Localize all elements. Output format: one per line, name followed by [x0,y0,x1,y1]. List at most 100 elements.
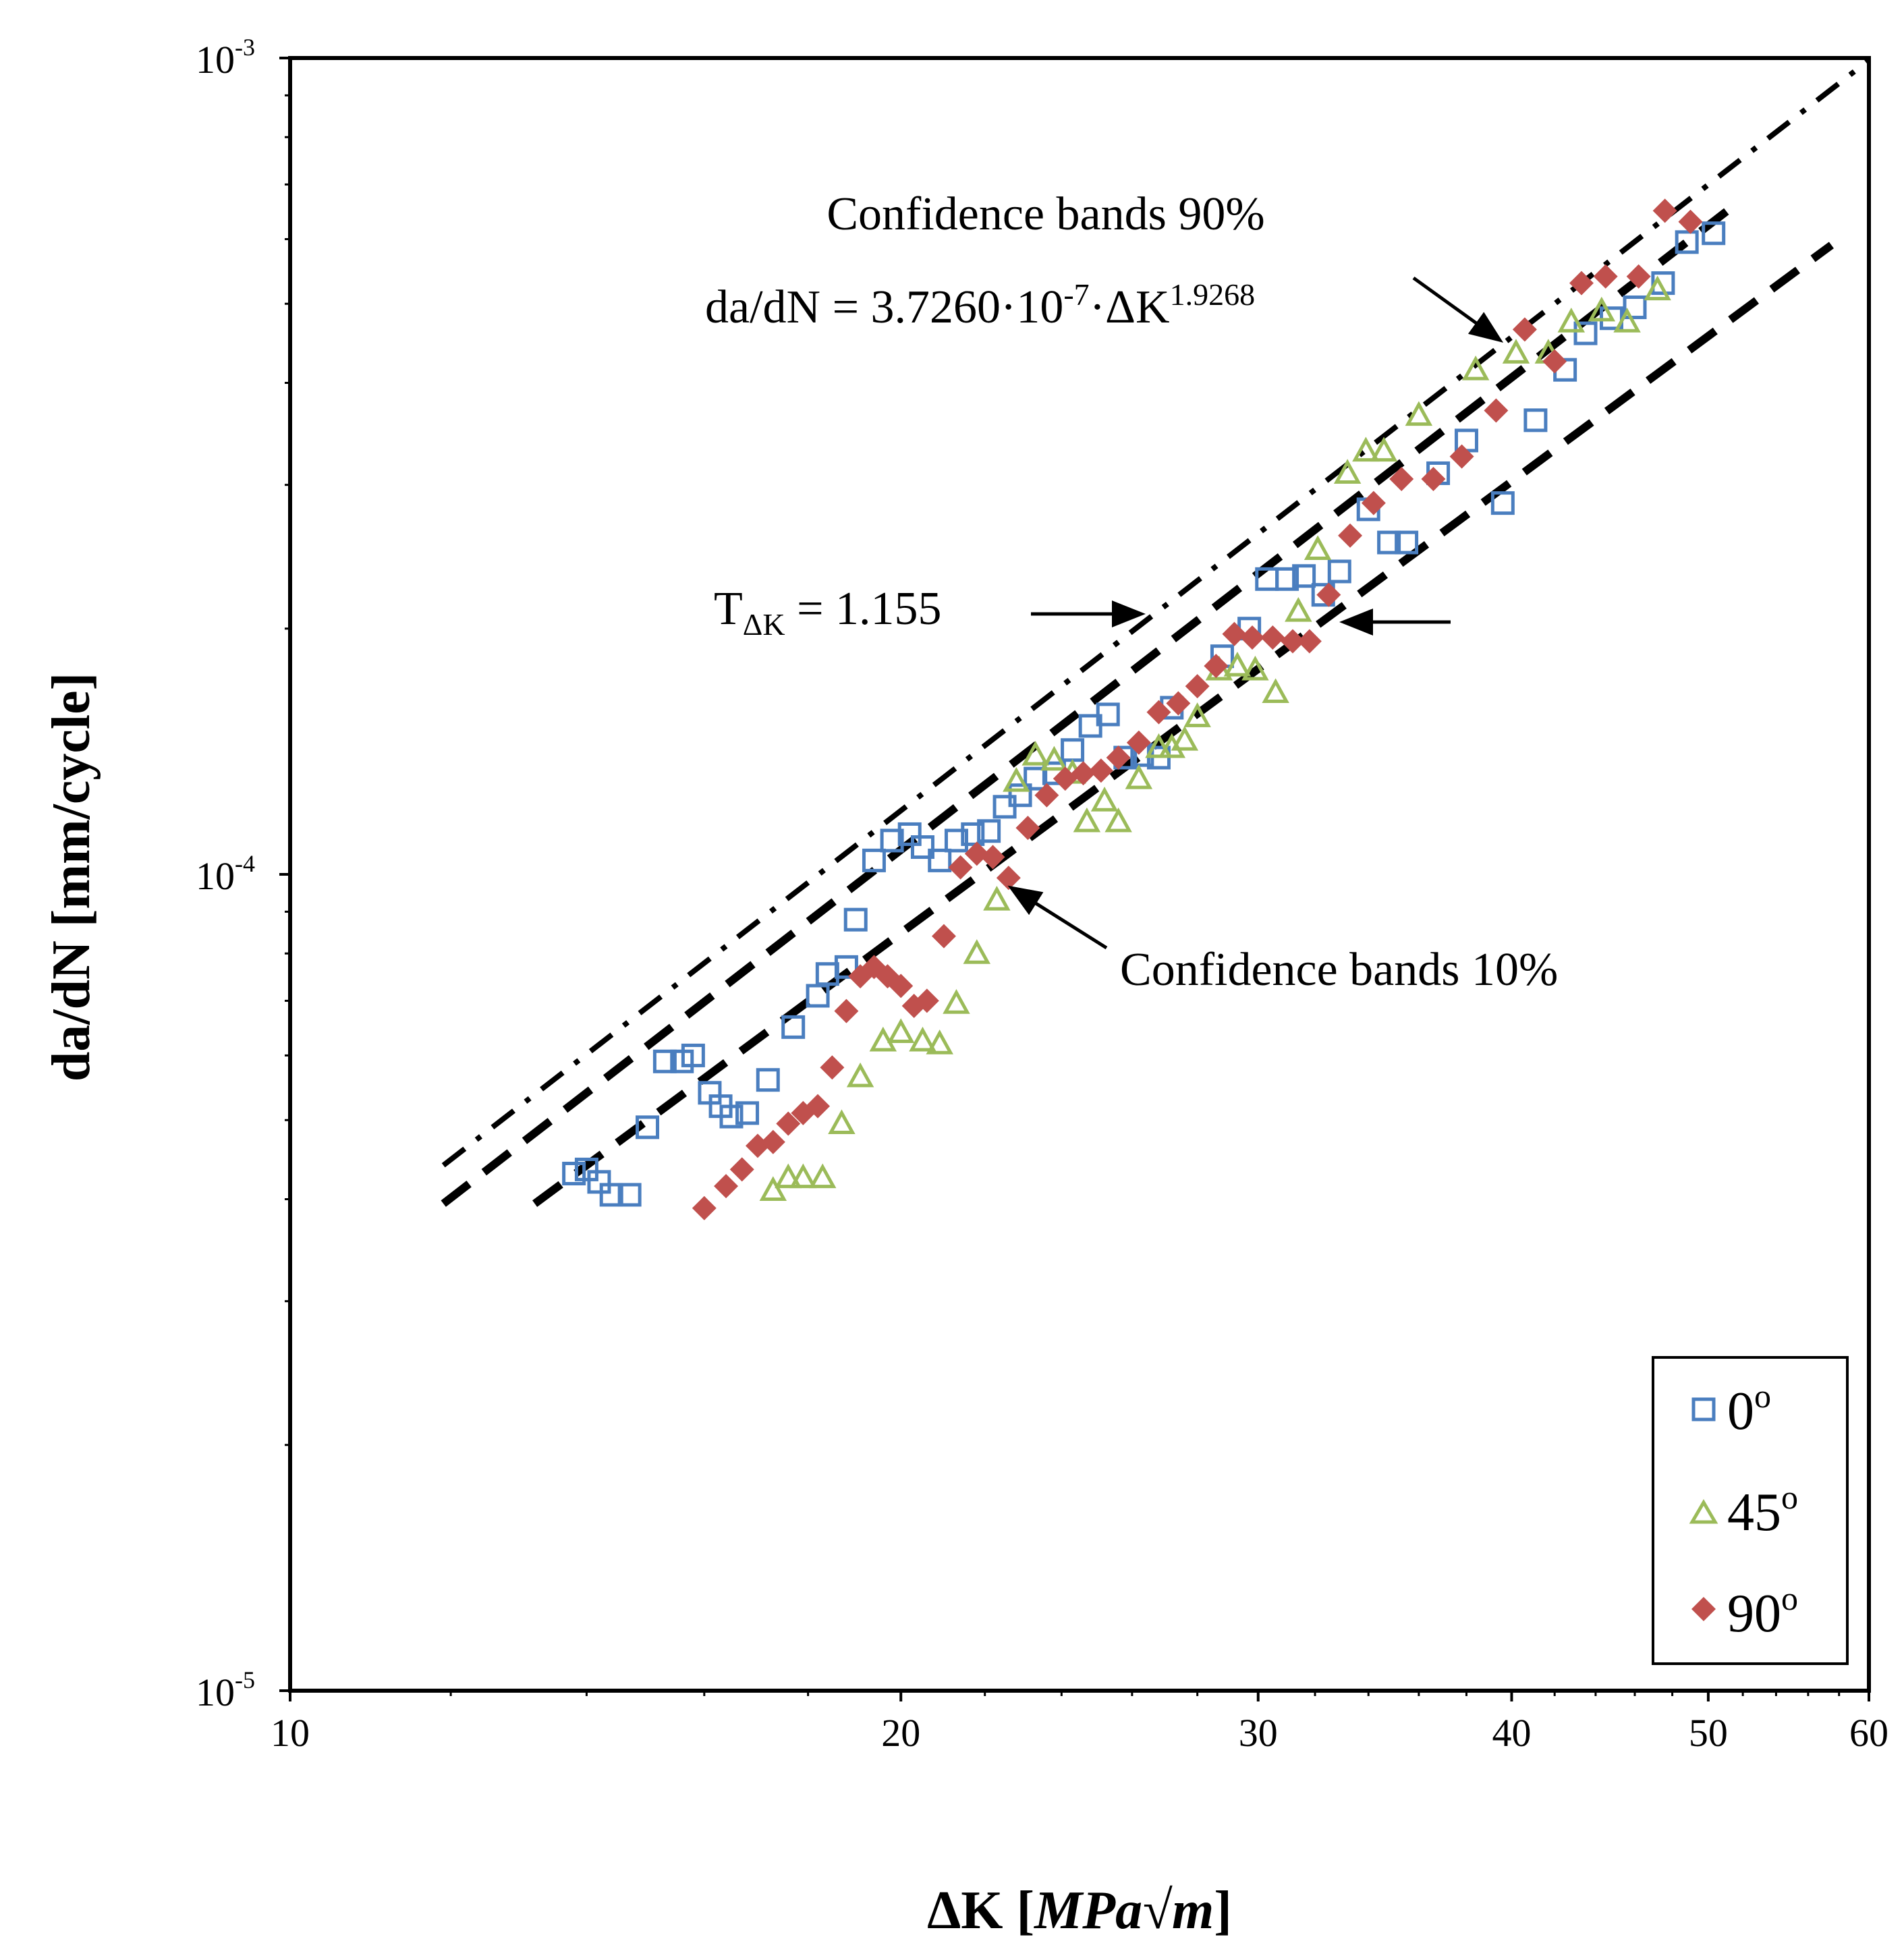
data-point-triangle [1040,745,1068,771]
x-tick-label: 20 [881,1711,920,1755]
band-10-arrow [1007,885,1108,950]
data-point-square [944,828,968,853]
legend-label-45deg: 45o [1727,1478,1798,1542]
data-point-square [735,1101,760,1125]
data-point-triangle [828,1109,856,1135]
data-point-diamond [996,866,1021,891]
data-point-diamond [1338,523,1363,548]
legend-label-0deg: 0o [1727,1377,1771,1441]
data-point-diamond [1449,444,1474,469]
data-point-triangle [1613,308,1641,333]
data-point-triangle [808,1163,837,1189]
data-point-triangle [983,885,1011,911]
data-point-square [880,828,904,853]
data-point-square [617,1183,642,1207]
legend-label-90deg: 90o [1727,1579,1798,1643]
data-point-diamond [1260,625,1285,650]
data-point-square [1292,564,1316,588]
band-90-label: Confidence bands 90% [827,188,1264,240]
y-axis-title: da/dN [mm/cycle] [42,673,101,1082]
data-point-square [961,822,985,846]
data-point-diamond [729,1157,754,1182]
y-tick-label: 10-3 [196,34,255,82]
data-point-triangle [759,1176,787,1202]
data-point-square [719,1104,744,1129]
data-point-diamond [1166,691,1191,716]
data-point-triangle [1003,766,1030,792]
data-point-square [897,822,922,846]
x-axis-title: ΔK [MPa√m] [927,1881,1232,1940]
data-point-diamond [1240,625,1265,650]
fit-line [441,58,1871,1168]
data-point-square [1490,491,1515,515]
data-point-square [1523,408,1548,432]
data-point-diamond [980,845,1005,870]
data-point-square [1061,738,1085,762]
data-point-diamond [1222,621,1247,646]
data-point-diamond [1088,758,1113,783]
x-tick-label: 30 [1239,1711,1278,1755]
data-point-diamond [1053,766,1077,791]
data-point-diamond [692,1195,717,1220]
data-point-diamond [1146,700,1171,725]
legend-marker-90deg [1691,1597,1716,1621]
data-point-square [1623,295,1647,320]
data-point-diamond [1126,730,1151,755]
data-point-square [1395,530,1419,555]
data-point-square [1096,702,1120,727]
data-point-layer [562,198,1726,1220]
data-point-triangle [1021,741,1049,766]
data-point-triangle [1090,787,1119,812]
series-0 [562,221,1726,1207]
data-point-square [781,1015,806,1039]
data-point-triangle [943,989,970,1014]
data-point-triangle [909,1026,936,1052]
data-point-triangle [1171,725,1199,751]
data-point-diamond [834,998,859,1023]
data-point-triangle [1461,355,1490,381]
data-point-diamond [776,1111,801,1136]
data-point-triangle [1333,459,1362,484]
data-point-triangle [1183,702,1211,727]
data-point-triangle [1241,655,1269,681]
data-point-diamond [1678,209,1703,234]
confidence-band-line [441,202,1737,1207]
data-point-diamond [964,841,989,866]
data-point-square [1008,783,1032,808]
data-point-square [574,1157,598,1181]
x-tick-label: 50 [1689,1711,1728,1755]
data-point-diamond [1297,629,1322,654]
data-point-square [977,819,1001,843]
data-point-diamond [1204,654,1229,679]
data-point-triangle [1557,308,1586,333]
data-point-diamond [1626,264,1651,289]
data-point-diamond [1484,398,1509,423]
data-point-square [862,848,886,872]
t-delta-k-label: TΔK = 1.155 [714,583,942,642]
data-point-diamond [1316,582,1341,607]
fit-line-layer [441,58,1871,1168]
data-point-triangle [1352,437,1380,462]
data-point-triangle [926,1030,953,1054]
data-point-triangle [963,939,991,964]
data-point-diamond [1280,629,1305,654]
x-tick-label: 10 [271,1711,310,1755]
data-point-square [1702,221,1726,246]
data-point-triangle [1588,296,1616,322]
data-point-square [681,1043,705,1067]
data-point-triangle [1304,535,1332,560]
data-point-square [1675,230,1699,254]
data-point-diamond [1652,198,1677,223]
data-point-diamond [1106,745,1131,770]
confidence-band-layer [441,202,1834,1207]
data-point-diamond [1185,674,1210,699]
data-point-square [910,835,934,860]
data-point-square [652,1049,677,1073]
data-point-diamond [931,924,956,949]
data-point-triangle [1104,807,1132,833]
data-point-square [756,1068,780,1092]
data-point-triangle [1125,764,1153,789]
data-point-square [562,1162,586,1186]
data-point-diamond [1421,466,1446,491]
